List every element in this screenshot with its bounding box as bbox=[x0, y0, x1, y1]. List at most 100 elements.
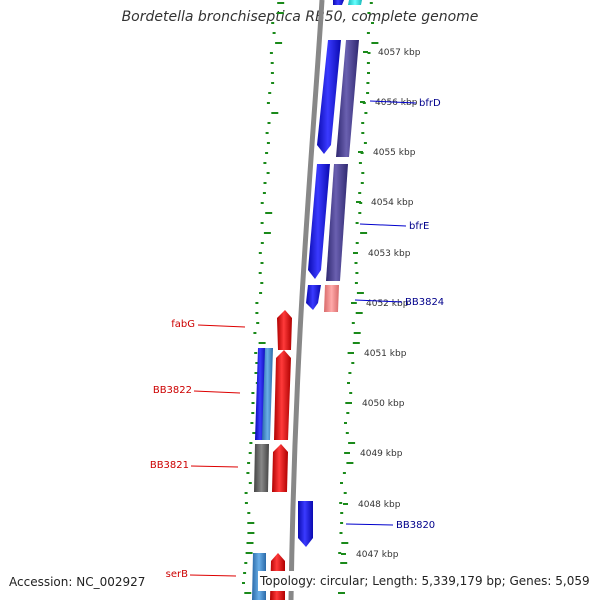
gene-label-BB3820[interactable]: BB3820 bbox=[396, 520, 435, 531]
gc-skew-dot bbox=[244, 502, 248, 504]
gene-pink-BB3824 bbox=[324, 285, 339, 312]
gc-skew-dot bbox=[338, 592, 345, 594]
gene-label-leader bbox=[354, 299, 403, 303]
gc-skew-dot bbox=[266, 142, 270, 144]
gene-label-fabG[interactable]: fabG bbox=[171, 319, 195, 330]
gc-skew-dot bbox=[260, 202, 264, 204]
gc-skew-dot bbox=[276, 12, 284, 14]
gc-skew-dot bbox=[345, 402, 349, 404]
gc-skew-dot bbox=[249, 442, 253, 444]
gene-forward-bfrD bbox=[317, 40, 341, 154]
gc-skew-dot bbox=[255, 302, 259, 304]
gc-skew-dot bbox=[366, 92, 370, 94]
gene-label-leader bbox=[345, 523, 394, 526]
gc-skew-dot bbox=[251, 412, 255, 414]
gc-skew-dot bbox=[339, 532, 343, 534]
gc-skew-dot bbox=[266, 172, 270, 174]
gc-skew-dot bbox=[247, 462, 251, 464]
gc-skew-dot bbox=[353, 332, 361, 334]
gc-skew-dot bbox=[277, 2, 285, 4]
scale-tick-label: 4054 kbp bbox=[371, 198, 414, 208]
gc-skew-dot bbox=[340, 522, 344, 524]
scale-tick-label: 4047 kbp bbox=[356, 550, 399, 560]
gc-skew-dot bbox=[253, 332, 257, 334]
gc-skew-dot bbox=[260, 222, 264, 224]
scale-tick-label: 4051 kbp bbox=[364, 349, 407, 359]
gc-skew-dot bbox=[260, 242, 264, 244]
gene-label-BB3822[interactable]: BB3822 bbox=[153, 385, 192, 396]
gc-skew-dot bbox=[243, 572, 247, 574]
gc-skew-dot bbox=[371, 22, 374, 24]
gene-label-bfrD[interactable]: bfrD bbox=[419, 98, 441, 109]
gc-skew-dot bbox=[266, 102, 270, 104]
gc-skew-dot bbox=[254, 372, 258, 374]
scale-tick-mark bbox=[353, 252, 358, 254]
gc-skew-dot bbox=[246, 542, 254, 544]
gc-skew-dot bbox=[364, 112, 368, 114]
gc-skew-dot bbox=[265, 212, 273, 214]
scale-tick-mark bbox=[358, 151, 363, 153]
gc-skew-dot bbox=[271, 112, 279, 114]
scale-tick-label: 4050 kbp bbox=[362, 399, 405, 409]
gene-label-serB[interactable]: serB bbox=[166, 569, 188, 580]
gc-skew-dot bbox=[263, 182, 267, 184]
gc-skew-dot bbox=[355, 272, 359, 274]
gc-skew-dot bbox=[242, 582, 245, 584]
gc-skew-dot bbox=[340, 512, 344, 514]
forward-features bbox=[298, 0, 362, 547]
gc-skew-dot bbox=[354, 262, 358, 264]
gene-label-bfrE[interactable]: bfrE bbox=[409, 221, 429, 232]
scale-tick-mark bbox=[343, 503, 348, 505]
gene-lightblue-BB3822 bbox=[262, 348, 273, 440]
gc-skew-dot bbox=[251, 392, 255, 394]
scale-tick-mark bbox=[356, 201, 361, 203]
gc-skew-dot bbox=[248, 482, 252, 484]
gc-skew-dot bbox=[247, 512, 251, 514]
gc-skew-dot bbox=[263, 232, 271, 234]
gc-skew-dot bbox=[270, 72, 274, 74]
gc-skew-dot bbox=[258, 252, 262, 254]
gc-skew-dot bbox=[271, 22, 275, 24]
gc-skew-dot bbox=[341, 542, 349, 544]
gc-skew-dot bbox=[256, 322, 260, 324]
gc-skew-dot bbox=[259, 292, 263, 294]
scale-tick-mark bbox=[351, 302, 356, 304]
gc-skew-dot bbox=[258, 272, 262, 274]
gc-skew-dot bbox=[338, 552, 342, 554]
gc-skew-dot bbox=[349, 392, 353, 394]
genome-title: Bordetella bronchiseptica RB50, complete… bbox=[121, 9, 479, 25]
protein-bfrE bbox=[326, 164, 348, 281]
gc-skew-dot bbox=[265, 132, 269, 134]
gc-skew-dot bbox=[367, 72, 370, 74]
gc-skew-dot bbox=[339, 502, 343, 504]
gc-skew-dot bbox=[354, 282, 358, 284]
gc-skew-dot bbox=[265, 152, 269, 154]
gc-skew-dot bbox=[348, 442, 356, 444]
gene-forward-BB3820 bbox=[298, 501, 313, 547]
gene-reverse-BB3821 bbox=[272, 444, 288, 492]
gc-skew-dot bbox=[244, 562, 248, 564]
gc-skew-dot bbox=[369, 2, 373, 4]
scale-tick-label: 4057 kbp bbox=[378, 48, 421, 58]
gc-skew-dot bbox=[360, 182, 364, 184]
gc-skew-dot bbox=[346, 462, 354, 464]
gene-cyan-top bbox=[348, 0, 362, 5]
gene-labels: bfrD bfrE BB3824 BB3820 fabG BB3822 BB3821 serB bbox=[150, 98, 444, 580]
gc-skew-dot bbox=[263, 162, 267, 164]
genome-summary: Topology: circular; Length: 5,339,179 bp… bbox=[258, 571, 592, 591]
accession-label: Accession: NC_002927 bbox=[9, 575, 146, 589]
gc-skew-dot bbox=[363, 142, 367, 144]
scale-tick-label: 4052 kbp bbox=[366, 299, 409, 309]
gene-label-BB3821[interactable]: BB3821 bbox=[150, 460, 189, 471]
gene-reverse-BB3822 bbox=[274, 350, 291, 440]
gc-skew-dot bbox=[360, 232, 368, 234]
gc-skew-dot bbox=[260, 262, 264, 264]
gc-track-left bbox=[242, 2, 285, 594]
gc-skew-dot bbox=[275, 42, 283, 44]
gc-skew-dot bbox=[245, 552, 253, 554]
gc-skew-dot bbox=[262, 192, 266, 194]
gene-label-BB3824[interactable]: BB3824 bbox=[405, 297, 444, 308]
gc-skew-dot bbox=[244, 592, 252, 594]
gc-skew-dot bbox=[255, 362, 259, 364]
